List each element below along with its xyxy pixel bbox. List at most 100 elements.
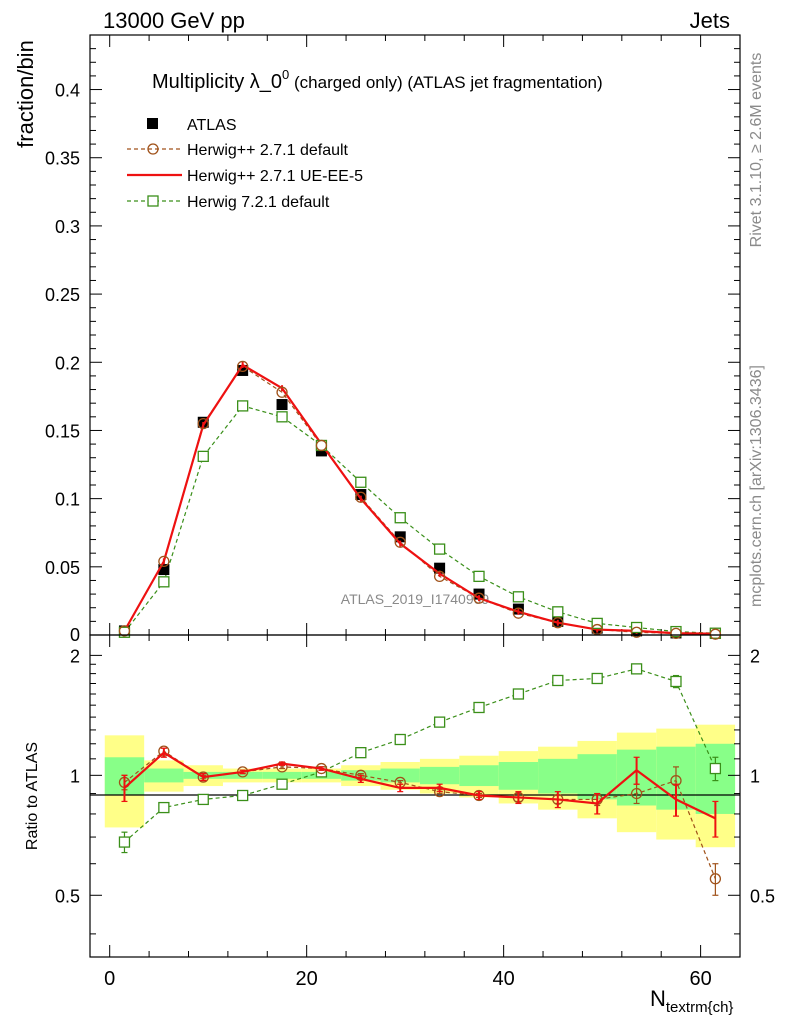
main-plot-panel: ATLAS_2019_I1740909 0.050.10.150.20.250.…: [13, 34, 741, 645]
ratio-herwig-default-point: [630, 787, 643, 800]
ratio-herwig7-point: [197, 793, 209, 806]
legend-herwig-ueee5-label: Herwig++ 2.7.1 UE-EE-5: [187, 168, 363, 185]
ratio-stat-uncertainty-band: [262, 771, 302, 779]
herwig-default-point: [355, 491, 367, 503]
herwig7-point: [197, 450, 209, 463]
herwig-default-point: [237, 360, 249, 373]
ratio-herwig7-point: [473, 701, 485, 714]
main-y-tick-label: 0.25: [45, 285, 80, 305]
ratio-stat-uncertainty-band: [538, 758, 578, 794]
main-y-axis-label: fraction/bin: [13, 40, 38, 148]
ratio-herwig7-point: [394, 733, 406, 746]
ratio-stat-uncertainty-band: [380, 768, 420, 783]
herwig7-point: [591, 617, 603, 630]
legend-herwig7-label: Herwig 7.2.1 default: [187, 194, 330, 211]
herwig-default-point: [630, 626, 643, 638]
herwig7-point: [237, 400, 249, 412]
plot-title: Multiplicity λ_00 (charged only) (ATLAS …: [152, 67, 603, 93]
header-process-label: Jets: [690, 8, 730, 33]
atlas-data-point: [355, 489, 367, 501]
main-series-herwig7-line: [123, 405, 716, 634]
herwig-default-point: [118, 625, 131, 637]
plot-title-main: Multiplicity λ_0: [152, 71, 282, 93]
ratio-stat-uncertainty-band: [419, 766, 460, 785]
herwig-default-point: [315, 439, 328, 452]
plot-title-superscript: 0: [282, 67, 289, 82]
herwig-default-point: [394, 536, 406, 548]
herwig7-point: [512, 591, 525, 603]
header-energy-label: 13000 GeV pp: [103, 8, 245, 33]
main-y-tick-label: 0.2: [55, 353, 80, 373]
x-tick-label: 0: [104, 968, 115, 990]
herwig-default-point: [709, 628, 722, 640]
herwig-default-point: [670, 627, 682, 640]
analysis-watermark: ATLAS_2019_I1740909: [341, 591, 490, 607]
legend-atlas-label: ATLAS: [187, 117, 237, 134]
ratio-y-tick-label: 1: [70, 766, 80, 786]
legend-herwig-default-label: Herwig++ 2.7.1 default: [187, 142, 349, 159]
ratio-series-herwig7-line: [124, 668, 716, 843]
main-y-tick-label: 0.05: [45, 558, 80, 578]
mcplots-source-label: mcplots.cern.ch [arXiv:1306.3436]: [748, 365, 765, 607]
herwig-default-point: [158, 555, 170, 568]
rivet-version-label: Rivet 3.1.10, ≥ 2.6M events: [748, 53, 765, 248]
legend-herwig-default-marker: [147, 143, 159, 155]
ratio-uncertainty-bands: [104, 724, 736, 848]
x-axis-label: Ntextrm{ch}: [650, 986, 733, 1016]
atlas-data-point: [473, 588, 485, 600]
x-tick-label: 20: [296, 968, 318, 990]
ratio-herwig7-point: [709, 762, 722, 775]
main-y-tick-label: 0.3: [55, 217, 80, 237]
herwig-default-point: [512, 607, 525, 619]
ratio-herwig-default-point: [709, 873, 722, 885]
ratio-herwig7-point: [512, 688, 525, 700]
ratio-herwig7-point: [355, 747, 367, 759]
ratio-series-herwig-ueee5-line: [123, 751, 716, 820]
ratio-herwig7-point: [630, 663, 643, 675]
ratio-stat-uncertainty-band: [144, 768, 184, 783]
legend-atlas-marker: [147, 118, 158, 129]
ratio-plot-panel: 0.5 0.51 12 20 20 40 60 Ratio to ATLAS Ntextrm…: [24, 634, 775, 1016]
ratio-stat-uncertainty-band: [498, 762, 539, 790]
main-y-zero-label: 0: [70, 625, 80, 645]
main-y-tick-label: 0.15: [45, 421, 80, 441]
herwig7-point: [473, 570, 485, 583]
herwig7-point: [276, 411, 288, 423]
x-axis-label-main: N: [650, 986, 666, 1011]
ratio-herwig7-point: [591, 672, 603, 685]
herwig-default-point: [473, 592, 485, 604]
ratio-stat-uncertainty-band: [222, 771, 263, 779]
ratio-herwig7-point: [670, 675, 682, 688]
herwig7-point: [394, 512, 406, 524]
herwig7-point: [158, 576, 170, 588]
main-y-tick-label: 0.4: [55, 81, 80, 101]
ratio-plot-frame: [89, 634, 741, 958]
atlas-data-point: [434, 562, 446, 574]
atlas-data-point: [276, 399, 288, 411]
ratio-y-tick-label-right: 1: [750, 766, 760, 786]
ratio-y-tick-label: 2: [70, 646, 80, 666]
ratio-herwig7-point: [118, 836, 131, 848]
ratio-series-group: [118, 663, 722, 896]
main-y-tick-label: 0.35: [45, 149, 80, 169]
ratio-y-tick-label-right: 0.5: [750, 886, 775, 906]
ratio-herwig7-point: [276, 778, 288, 790]
x-tick-label: 60: [689, 968, 711, 990]
herwig-default-point: [276, 386, 288, 398]
ratio-stat-uncertainty-band: [459, 765, 499, 787]
main-series-group: [118, 360, 722, 640]
main-axis-ticks: 0.05 0.1 0.15 0.2 0.25 0.3 0.35 0.4: [45, 35, 741, 635]
x-axis-label-subscript: textrm{ch}: [666, 999, 734, 1016]
x-tick-label: 40: [493, 968, 515, 990]
herwig7-point: [433, 543, 446, 555]
legend-herwig7-marker: [147, 195, 159, 207]
plot-title-rest: (charged only) (ATLAS jet fragmentation): [289, 73, 602, 92]
herwig-default-point: [433, 570, 446, 583]
main-y-tick-label: 0.1: [55, 490, 80, 510]
herwig7-point: [355, 476, 367, 488]
herwig-default-point: [197, 417, 209, 430]
herwig7-point: [552, 606, 564, 618]
ratio-y-axis-label: Ratio to ATLAS: [24, 742, 41, 850]
atlas-data-point: [158, 564, 170, 576]
